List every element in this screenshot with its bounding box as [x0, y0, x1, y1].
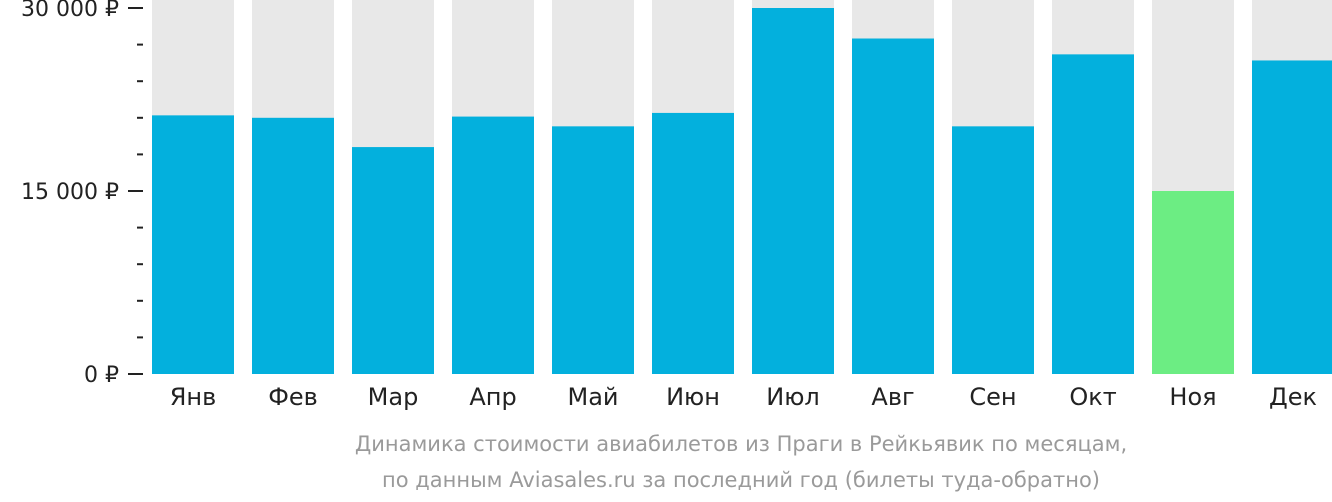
x-tick-label: Дек — [1269, 383, 1317, 411]
x-tick-label: Ноя — [1169, 383, 1216, 411]
chart-caption-line1: Динамика стоимости авиабилетов из Праги … — [354, 432, 1128, 456]
x-tick-label: Авг — [871, 383, 914, 411]
y-tick-label: 0 ₽ — [84, 363, 119, 388]
x-tick-label: Мар — [368, 383, 419, 411]
bar — [1152, 191, 1234, 374]
bar — [452, 116, 534, 374]
x-tick-label: Май — [567, 383, 618, 411]
y-tick-label: 15 000 ₽ — [21, 180, 119, 205]
x-tick-label: Апр — [469, 383, 516, 411]
y-tick-label: 30 000 ₽ — [21, 0, 119, 22]
x-tick-label: Сен — [969, 383, 1016, 411]
bar — [252, 117, 334, 375]
x-tick-label: Янв — [170, 383, 217, 411]
bar — [352, 147, 434, 374]
x-tick-label: Окт — [1069, 383, 1116, 411]
bar — [552, 126, 634, 374]
bar — [852, 38, 934, 374]
x-tick-label: Июл — [766, 383, 820, 411]
bar-chart: Янв Фев Мар Апр Май Июн Июл Авг Сен Окт Ноя Дек 0 ₽ 1… — [21, 0, 1332, 411]
chart-caption-line2: по данным Aviasales.ru за последний год … — [382, 468, 1100, 492]
bar — [652, 112, 734, 375]
x-tick-label: Июн — [666, 383, 720, 411]
x-tick-label: Фев — [268, 383, 318, 411]
bar — [152, 115, 234, 375]
bar — [1052, 54, 1134, 375]
bar — [1252, 60, 1332, 375]
bar — [752, 8, 834, 374]
bar — [952, 126, 1034, 374]
